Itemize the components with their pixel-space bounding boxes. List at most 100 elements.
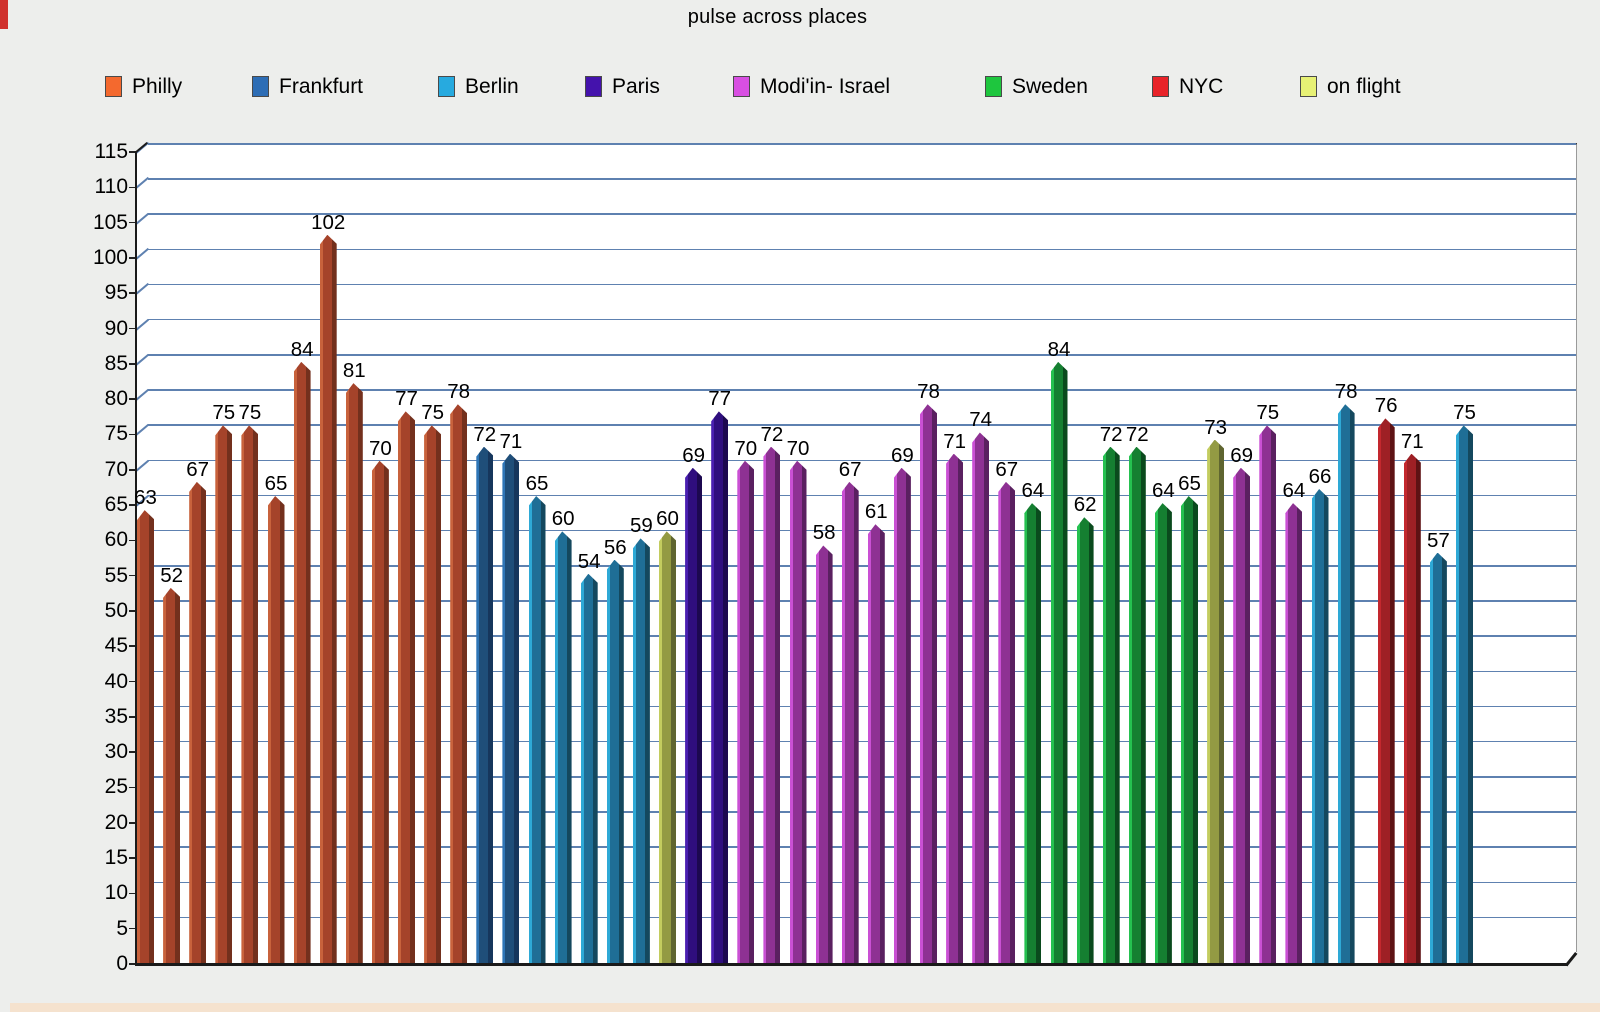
bar-frankfurt	[476, 446, 494, 965]
y-axis-tick	[129, 927, 136, 930]
legend-swatch	[1152, 76, 1169, 97]
bar-value-label: 74	[969, 408, 993, 432]
gridline	[148, 318, 1576, 321]
y-axis-tick	[129, 716, 136, 718]
y-axis-tick	[129, 821, 136, 824]
bar-value-label: 60	[551, 507, 575, 531]
bar-value-label: 65	[1178, 472, 1201, 496]
bar-on-flight	[659, 531, 676, 965]
bar-modi-in-israel	[1259, 425, 1277, 965]
bar-value-label: 84	[1047, 337, 1071, 361]
y-axis-label: 90	[104, 316, 128, 340]
y-axis-label: 85	[104, 351, 128, 375]
gridline	[148, 389, 1576, 391]
y-axis-label: 5	[116, 916, 128, 940]
y-axis-tick	[129, 433, 136, 436]
bar-value-label: 77	[708, 387, 732, 411]
y-axis-tick	[129, 327, 136, 330]
y-axis-tick	[129, 221, 136, 224]
bar-value-label: 63	[134, 486, 157, 510]
bar-modi-in-israel	[737, 460, 755, 965]
gridline	[148, 846, 1576, 848]
bar-value-label: 72	[473, 422, 497, 446]
y-axis-tick	[129, 539, 136, 542]
bar-berlin	[1429, 552, 1447, 965]
bar-value-label: 67	[838, 457, 862, 481]
legend-label: NYC	[1179, 74, 1224, 98]
y-axis-label: 45	[104, 634, 128, 658]
bar-berlin	[580, 573, 598, 965]
legend-swatch	[733, 76, 750, 97]
bar-philly	[137, 510, 154, 965]
bar-paris	[685, 467, 703, 965]
y-axis-tick	[129, 186, 136, 189]
bar-philly	[371, 460, 389, 965]
y-axis-tick	[129, 786, 136, 789]
bar-sweden	[1128, 446, 1146, 965]
y-axis-label: 0	[116, 952, 128, 975]
y-axis-line	[134, 152, 137, 966]
y-axis-label: 40	[104, 669, 128, 693]
bar-modi-in-israel	[867, 524, 885, 965]
gridline	[148, 459, 1576, 462]
legend-swatch	[105, 76, 122, 97]
y-axis-label: 105	[92, 210, 128, 234]
y-axis-label: 110	[94, 175, 128, 199]
y-axis-label: 65	[104, 493, 128, 517]
bar-value-label: 64	[1151, 479, 1175, 503]
bar-value-label: 54	[577, 549, 601, 573]
bar-value-label: 57	[1426, 528, 1450, 552]
bar-value-label: 65	[264, 472, 288, 496]
bar-value-label: 70	[368, 436, 392, 460]
chart-title: pulse across places	[687, 6, 868, 28]
bar-philly	[345, 383, 363, 965]
gridline	[148, 670, 1576, 673]
bar-philly	[319, 234, 337, 965]
legend-item-nyc: NYC	[1152, 75, 1223, 98]
gridline	[148, 916, 1576, 919]
bar-value-label: 102	[311, 210, 346, 234]
y-axis-tick	[129, 751, 136, 753]
bar-value-label: 64	[1021, 479, 1045, 503]
bar-sweden	[1154, 503, 1172, 965]
bar-value-label: 72	[760, 422, 784, 446]
legend-swatch	[252, 76, 269, 97]
bar-modi-in-israel	[815, 545, 833, 965]
y-axis-label: 35	[104, 704, 128, 728]
bar-berlin	[606, 559, 624, 965]
bar-value-label: 70	[734, 436, 758, 460]
bar-value-label: 67	[995, 457, 1019, 481]
bar-berlin	[528, 496, 546, 965]
bottom-strip	[10, 1003, 1600, 1012]
legend-item-paris: Paris	[585, 75, 660, 98]
y-axis-tick	[129, 292, 136, 294]
gridline	[148, 811, 1576, 813]
legend-label: Berlin	[465, 74, 519, 98]
legend-swatch	[1300, 76, 1317, 97]
bar-philly	[189, 481, 207, 965]
gridline	[148, 529, 1576, 532]
bar-modi-in-israel	[1233, 467, 1251, 965]
y-axis-tick	[129, 504, 136, 506]
bar-value-label: 75	[238, 401, 262, 425]
legend-label: Modi'in- Israel	[760, 74, 891, 98]
gridline	[148, 776, 1576, 778]
gridline	[148, 600, 1576, 602]
bar-value-label: 75	[1256, 401, 1280, 425]
bar-frankfurt	[502, 453, 520, 965]
legend-item-sweden: Sweden	[985, 75, 1088, 98]
bar-value-label: 58	[812, 521, 836, 545]
gridline	[148, 424, 1576, 426]
bar-philly	[267, 496, 285, 965]
y-axis-tick	[129, 645, 136, 648]
bar-value-label: 71	[499, 429, 523, 453]
bar-value-label: 73	[1204, 415, 1227, 439]
bar-berlin	[1337, 404, 1355, 965]
bar-value-label: 75	[421, 401, 444, 425]
y-axis-label: 60	[104, 528, 128, 552]
bar-paris	[711, 411, 729, 965]
bar-modi-in-israel	[1285, 503, 1303, 965]
gridline	[148, 565, 1576, 567]
bar-value-label: 67	[186, 457, 210, 481]
